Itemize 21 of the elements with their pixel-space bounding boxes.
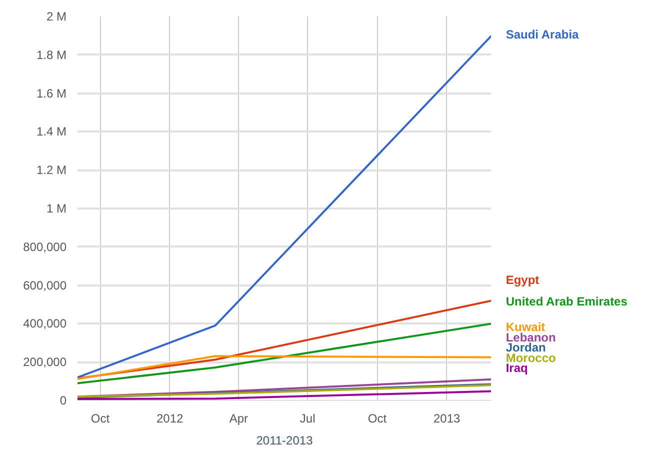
y-tick-label: 1.2 M: [36, 163, 67, 178]
x-tick-label: 2013: [434, 412, 461, 426]
y-tick-label: 600,000: [23, 278, 67, 292]
x-tick-label: Jul: [300, 412, 316, 426]
y-tick-label: 1 M: [46, 202, 67, 216]
x-tick-label: 2012: [156, 412, 184, 426]
y-tick-label: 400,000: [23, 316, 67, 331]
text: 2011-2013: [256, 434, 314, 448]
x-tick-label: Oct: [368, 412, 388, 426]
y-tick-label: 2 M: [46, 10, 67, 24]
series-label: United Arab Emirates: [506, 294, 628, 308]
y-tick-label: 1.4 M: [36, 124, 67, 139]
y-tick-label: 200,000: [23, 355, 67, 370]
x-tick-label: Apr: [229, 412, 248, 426]
series-label: Egypt: [506, 273, 540, 288]
x-tick-label: Oct: [90, 412, 110, 426]
y-tick-label: 1.8 M: [36, 48, 67, 62]
y-tick-label: 1.6 M: [36, 86, 67, 100]
y-tick-label: 0: [60, 394, 67, 408]
y-tick-label: 800,000: [23, 240, 67, 254]
series-label: Saudi Arabia: [506, 27, 580, 42]
